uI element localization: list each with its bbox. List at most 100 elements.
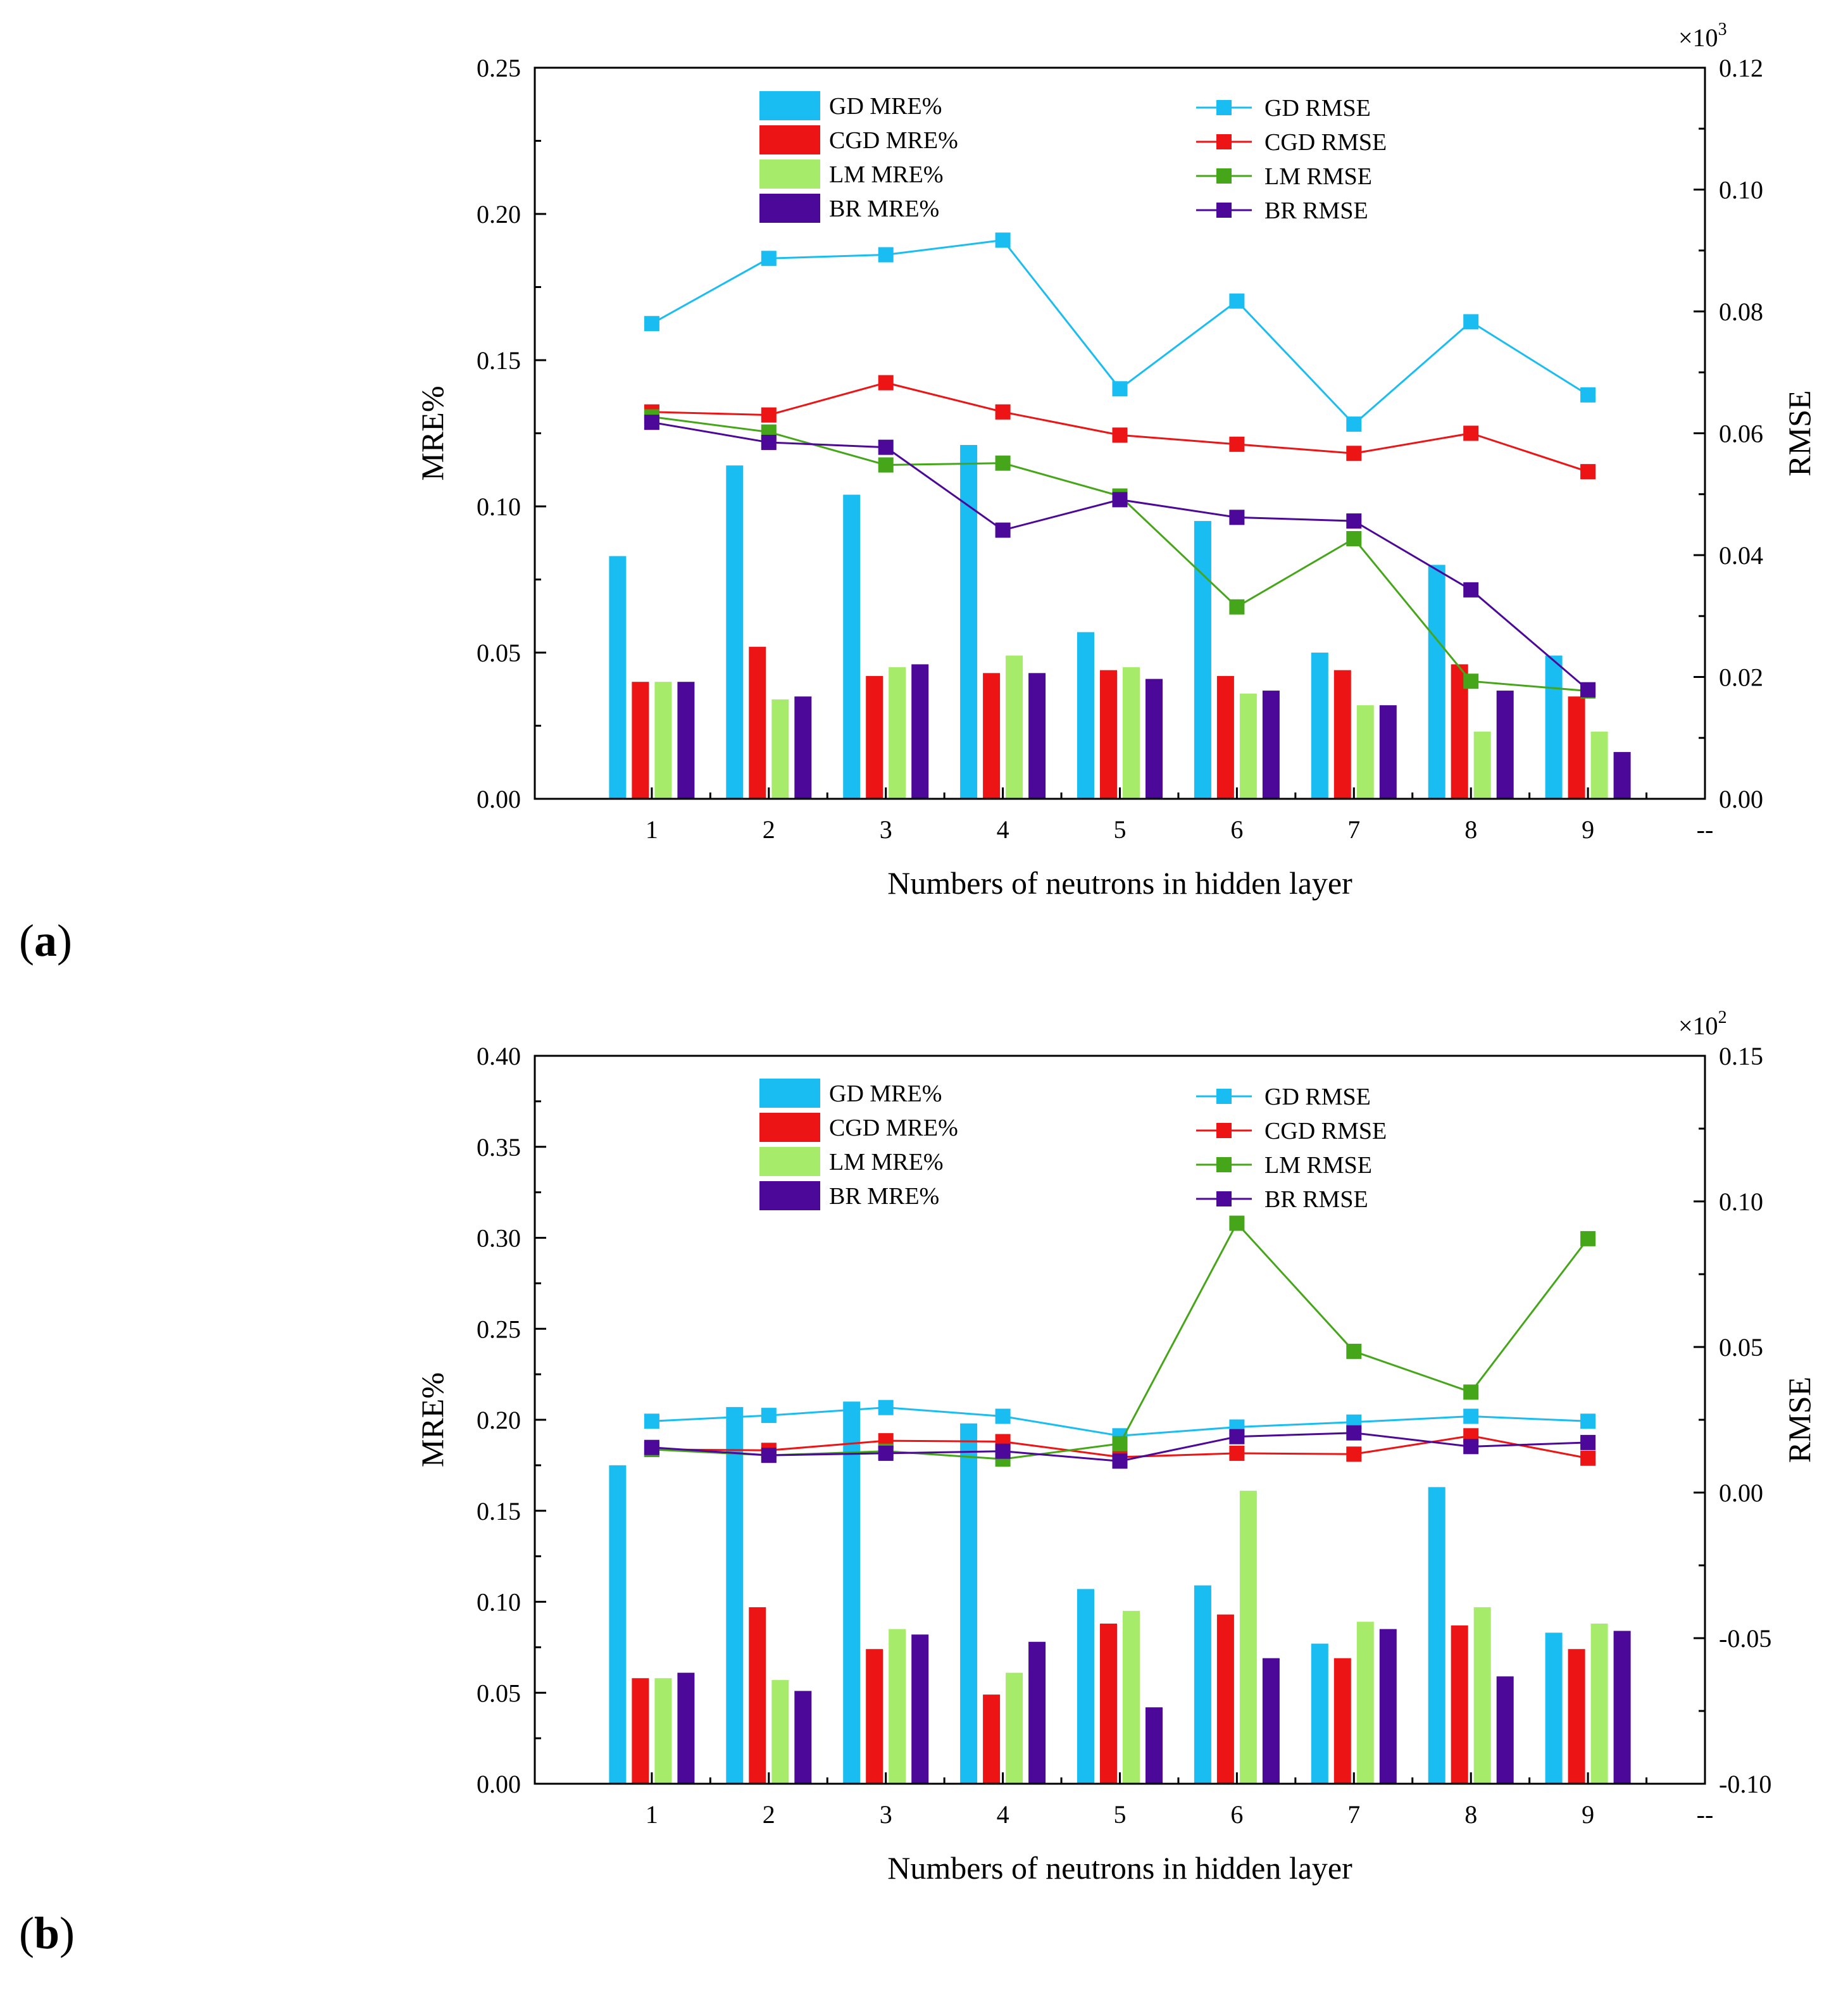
legend-bar-label: CGD MRE% (829, 127, 958, 154)
marker-gd-2 (761, 251, 777, 266)
marker-br-6 (1229, 510, 1245, 525)
bar-lm-2 (771, 699, 789, 799)
marker-lm-8 (1463, 673, 1479, 689)
chart-panel-b: 0.00 0.05 0.10 0.15 0.20 0.25 0.30 0.35 0.40 -0.1… (19, 1008, 1817, 1958)
left-tick-label: 0.20 (477, 1406, 521, 1434)
x-tick-label: 6 (1230, 815, 1243, 844)
panel-label-letter: b (34, 1908, 59, 1958)
bar-lm-1 (654, 1678, 672, 1784)
marker-gd-8 (1463, 314, 1479, 330)
bar-cgd-9 (1568, 1649, 1585, 1784)
left-tick-label: 0.30 (477, 1224, 521, 1253)
marker-cgd-6 (1229, 436, 1245, 452)
right-tick-label: 0.05 (1719, 1333, 1763, 1362)
x-tick-label: 2 (763, 1800, 775, 1829)
bar-gd-7 (1311, 1643, 1328, 1784)
plot-frame (534, 1055, 1706, 1785)
x-tick-label: 5 (1114, 1800, 1127, 1829)
line-br-rmse (651, 421, 1589, 691)
marker-gd-4 (995, 1408, 1011, 1424)
bar-lm-7 (1356, 705, 1374, 799)
bar-cgd-1 (632, 1678, 649, 1784)
bar-lm-9 (1590, 731, 1608, 799)
bar-br-7 (1379, 1629, 1397, 1784)
bar-lm-8 (1473, 731, 1491, 799)
bar-cgd-4 (983, 1694, 1001, 1784)
left-tick-label: 0.05 (477, 1679, 521, 1707)
marker-br-8 (1463, 582, 1479, 598)
panel-label-open: ( (19, 1908, 34, 1958)
x-tick-label: 4 (997, 815, 1009, 844)
marker-gd-3 (878, 1400, 894, 1415)
x-axis-title: Numbers of neutrons in hidden layer (887, 865, 1352, 901)
legend-bar-swatch (759, 194, 820, 223)
bar-cgd-8 (1451, 1625, 1468, 1784)
marker-gd-1 (644, 316, 659, 332)
x-tick-label: 9 (1582, 1800, 1594, 1829)
bar-gd-3 (843, 1401, 861, 1784)
marker-br-5 (1112, 1453, 1128, 1469)
bar-cgd-5 (1100, 670, 1117, 799)
x-tick-label: 8 (1464, 815, 1477, 844)
marker-lm-4 (995, 455, 1011, 471)
right-tick-label: -0.10 (1719, 1770, 1771, 1798)
legend-bar-label: LM MRE% (829, 1149, 944, 1175)
marker-gd-9 (1580, 1413, 1596, 1429)
marker-br-1 (644, 1439, 659, 1455)
legend-line-marker (1216, 1157, 1232, 1172)
right-tick-label: 0.15 (1719, 1042, 1763, 1070)
legend-line-label: LM RMSE (1264, 1152, 1372, 1179)
bar-br-6 (1262, 691, 1280, 799)
marker-cgd-5 (1112, 427, 1128, 443)
legend-line-marker (1216, 100, 1232, 115)
right-tick-label: 0.02 (1719, 663, 1763, 692)
marker-br-9 (1580, 1434, 1596, 1450)
marker-br-2 (761, 434, 777, 450)
x-tick-label: 8 (1464, 1800, 1477, 1829)
panel-label-close: ) (57, 915, 72, 966)
bar-br-3 (911, 1634, 929, 1784)
legend-bar-label: BR MRE% (829, 196, 939, 222)
right-tick-label: 0.08 (1719, 298, 1763, 326)
legend-line-label: GD RMSE (1264, 1084, 1371, 1110)
marker-br-2 (761, 1448, 777, 1463)
right-axis-multiplier: ×103 (1678, 20, 1727, 52)
x-tick-label: 2 (763, 815, 775, 844)
right-tick-label: 0.12 (1719, 54, 1763, 82)
legend-line-label: BR RMSE (1264, 1186, 1368, 1213)
x-tick-label: 1 (646, 1800, 658, 1829)
multiplier-exponent: 3 (1718, 20, 1727, 39)
bar-gd-7 (1311, 653, 1328, 799)
bar-br-9 (1613, 1631, 1631, 1784)
bar-cgd-2 (749, 1607, 766, 1784)
bar-lm-4 (1006, 655, 1023, 799)
x-tick-label: 7 (1347, 815, 1360, 844)
legend-bar-swatch (759, 1113, 820, 1142)
legend-line-marker (1216, 134, 1232, 149)
panel-label: (b) (19, 1908, 75, 1958)
right-tick-label: 0.00 (1719, 785, 1763, 813)
legend-line-marker (1216, 1191, 1232, 1206)
marker-lm-6 (1229, 1215, 1245, 1231)
marker-br-3 (878, 439, 894, 455)
marker-gd-6 (1229, 293, 1245, 309)
marker-br-9 (1580, 682, 1596, 698)
bar-cgd-6 (1216, 1614, 1234, 1784)
bar-gd-6 (1194, 1585, 1211, 1784)
legend-line-label: BR RMSE (1264, 197, 1368, 224)
legend-line-marker (1216, 203, 1232, 218)
bar-gd-6 (1194, 521, 1211, 799)
marker-cgd-7 (1346, 446, 1362, 461)
bar-br-8 (1496, 1676, 1514, 1784)
left-tick-label: 0.40 (477, 1042, 521, 1070)
panel-label: (a) (19, 915, 72, 966)
left-tick-label: 0.25 (477, 1315, 521, 1343)
bar-lm-3 (889, 1629, 906, 1784)
bar-gd-8 (1428, 565, 1445, 799)
x-tick-label: 3 (880, 815, 892, 844)
right-tick-label: 0.10 (1719, 176, 1763, 204)
bar-lm-5 (1123, 667, 1140, 799)
bar-cgd-3 (866, 675, 883, 799)
right-axis-title: RMSE (1782, 390, 1817, 476)
bar-lm-6 (1239, 693, 1257, 799)
